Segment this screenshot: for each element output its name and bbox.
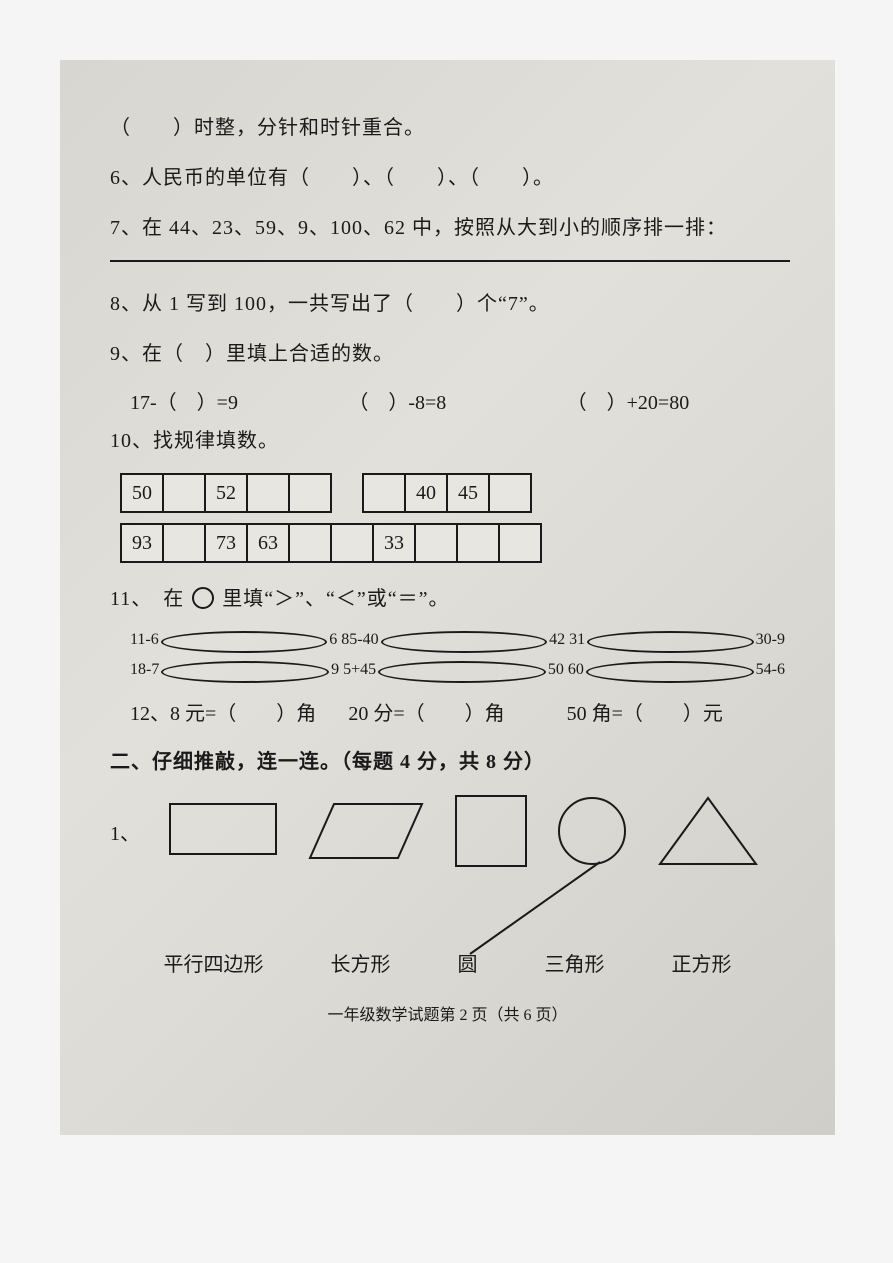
cell: 33 [372, 523, 416, 563]
label-square: 正方形 [672, 948, 732, 977]
q1-number: 1、 [110, 817, 140, 846]
q12-line: 12、8 元=（ ）角 20 分=（ ）角 50 角=（ ）元 [130, 697, 785, 726]
shape-labels-row: 平行四边形 长方形 圆 三角形 正方形 [110, 948, 785, 977]
cell [456, 523, 500, 563]
cell [330, 523, 374, 563]
cell [288, 473, 332, 513]
cell: 50 [120, 473, 164, 513]
q8-line: 8、从 1 写到 100，一共写出了（ ）个“7”。 [110, 286, 785, 322]
q9-eq1: 17-（ ）=9 [130, 386, 348, 415]
label-parallelogram: 平行四边形 [164, 948, 264, 977]
q10-line: 10、找规律填数。 [110, 423, 785, 459]
q12c: 50 角=（ ）元 [567, 697, 785, 726]
q5-line: （ ）时整，分针和时针重合。 [110, 110, 785, 146]
cell: 73 [204, 523, 248, 563]
q11-suffix: 里填“＞”、“＜”或“＝”。 [216, 588, 449, 610]
cell [246, 473, 290, 513]
q9-equations: 17-（ ）=9 （ ）-8=8 （ ）+20=80 [130, 386, 785, 415]
parallelogram-icon [306, 800, 426, 862]
section2-q1: 1、 平行四边形 长方形 圆 三角形 正方形 [110, 794, 785, 977]
cell [498, 523, 542, 563]
q7-line: 7、在 44、23、59、9、100、62 中，按照从大到小的顺序排一排： [110, 210, 785, 246]
q10-row1a: 50 52 [120, 473, 332, 513]
cell: 40 [404, 473, 448, 513]
q11-row2: 18-79 5+4550 6054-6 [130, 661, 785, 683]
rectangle-icon [168, 802, 278, 860]
section2-title: 二、仔细推敲，连一连。（每题 4 分，共 8 分） [110, 744, 785, 780]
q11-row1: 11-66 85-40 42 3130-9 [130, 631, 785, 653]
q9-eq2: （ ）-8=8 [348, 386, 566, 415]
cell: 52 [204, 473, 248, 513]
q10-row1: 50 52 40 45 [120, 473, 785, 513]
cell [488, 473, 532, 513]
q7-answer-rule [110, 260, 790, 262]
cell [362, 473, 406, 513]
q10-row1b: 40 45 [362, 473, 532, 513]
cell [414, 523, 458, 563]
q9-eq3: （ ）+20=80 [567, 386, 785, 415]
page-footer: 一年级数学试题第 2 页（共 6 页） [110, 1001, 785, 1025]
cell: 63 [246, 523, 290, 563]
label-rectangle: 长方形 [331, 948, 391, 977]
match-line [450, 854, 650, 964]
shapes-row: 1、 [110, 794, 785, 868]
q10-row2-group: 93 73 63 33 [120, 523, 542, 563]
q12a: 12、8 元=（ ）角 [130, 697, 348, 726]
triangle-icon [656, 794, 760, 868]
q11-prefix: 11、 在 [110, 588, 190, 610]
cell: 45 [446, 473, 490, 513]
cell [162, 473, 206, 513]
q9-line: 9、在（ ）里填上合适的数。 [110, 336, 785, 372]
cell: 93 [120, 523, 164, 563]
cell [288, 523, 332, 563]
exam-paper: （ ）时整，分针和时针重合。 6、人民币的单位有（ ）、（ ）、（ ）。 7、在… [60, 60, 835, 1135]
cell [162, 523, 206, 563]
q10-row2: 93 73 63 33 [120, 523, 785, 563]
q12b: 20 分=（ ）角 [348, 697, 566, 726]
q6-line: 6、人民币的单位有（ ）、（ ）、（ ）。 [110, 160, 785, 196]
q11-line: 11、 在 里填“＞”、“＜”或“＝”。 [110, 581, 785, 617]
circle-icon [192, 587, 214, 609]
